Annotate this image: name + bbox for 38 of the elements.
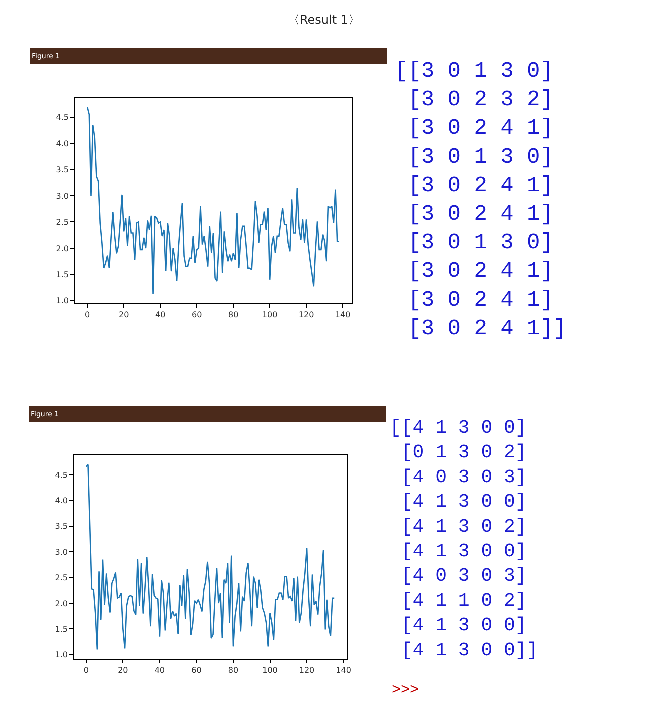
x-tick-label: 140 xyxy=(336,666,352,675)
text: [[4 1 3 0 0] [0 1 3 0 2] [4 0 3 0 3] [4 1 3 0 0] [4 1 3 0 2] [4 1 3 0 0] [4 0 3 0 3] [4 1 1 0 2] [4 1 3 0 0] [4 1 3 0 0]] xyxy=(390,417,538,662)
line-series xyxy=(86,106,340,295)
y-tick-label: 1.0 xyxy=(56,296,69,306)
y-tick-label: 1.5 xyxy=(55,624,68,634)
x-tick-label: 40 xyxy=(154,666,166,675)
y-tick-label: 4.0 xyxy=(56,139,69,148)
x-tick-label: 0 xyxy=(84,666,89,675)
x-tick-label: 120 xyxy=(298,310,314,320)
y-tick-label: 2.0 xyxy=(55,599,68,608)
y-tick-label: 3.5 xyxy=(56,166,69,175)
chart-title: 〈Result 1〉 xyxy=(288,13,361,27)
y-tick-label: 3.0 xyxy=(55,548,68,557)
y-tick-label: 2.5 xyxy=(56,218,69,228)
x-tick-label: 100 xyxy=(262,666,278,675)
y-tick-label: 1.0 xyxy=(55,650,68,660)
line-series xyxy=(86,464,336,650)
x-tick-label: 20 xyxy=(118,666,128,675)
y-tick-label: 4.5 xyxy=(56,113,69,122)
y-tick-label: 3.0 xyxy=(56,192,69,201)
text: [[3 0 1 3 0] [3 0 2 3 2] [3 0 2 4 1] [3 0 1 3 0] [3 0 2 4 1] [3 0 2 4 1] [3 0 1 3 0] [3 0 2 4 1] [3 0 2 4 1] [3 0 2 4 1]] xyxy=(395,59,567,342)
x-tick-label: 40 xyxy=(155,310,166,320)
x-tick-label: 80 xyxy=(228,666,239,675)
x-tick-label: 60 xyxy=(192,310,202,320)
x-tick-label: 100 xyxy=(262,310,278,320)
x-tick-label: 80 xyxy=(228,310,239,320)
x-tick-label: 60 xyxy=(192,666,202,675)
x-tick-label: 0 xyxy=(85,310,90,320)
x-tick-label: 20 xyxy=(118,310,130,320)
x-tick-label: 140 xyxy=(335,310,351,320)
text: >>> xyxy=(392,682,420,699)
y-tick-label: 3.5 xyxy=(55,522,68,532)
y-tick-label: 1.5 xyxy=(56,270,69,280)
y-tick-label: 4.5 xyxy=(55,470,68,480)
y-tick-label: 2.0 xyxy=(56,244,69,254)
y-tick-label: 2.5 xyxy=(55,574,68,583)
x-tick-label: 120 xyxy=(299,666,315,675)
y-tick-label: 4.0 xyxy=(55,496,68,506)
